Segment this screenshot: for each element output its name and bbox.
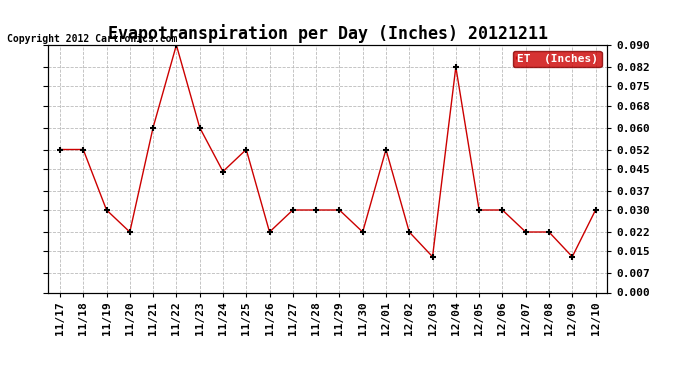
Legend: ET  (Inches): ET (Inches) — [513, 51, 602, 67]
Text: Copyright 2012 Cartronics.com: Copyright 2012 Cartronics.com — [7, 34, 177, 44]
Title: Evapotranspiration per Day (Inches) 20121211: Evapotranspiration per Day (Inches) 2012… — [108, 24, 548, 44]
